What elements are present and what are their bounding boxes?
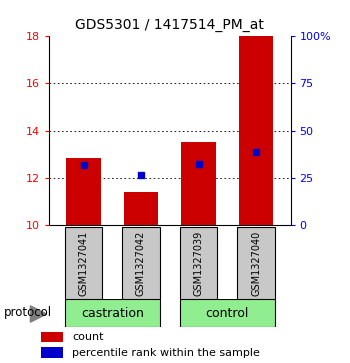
Text: GSM1327041: GSM1327041 xyxy=(78,231,89,296)
Text: GSM1327040: GSM1327040 xyxy=(251,231,261,296)
Text: count: count xyxy=(72,332,104,342)
Bar xyxy=(64,299,160,327)
Text: percentile rank within the sample: percentile rank within the sample xyxy=(72,348,260,358)
Text: GSM1327042: GSM1327042 xyxy=(136,231,146,296)
Polygon shape xyxy=(30,306,47,322)
Bar xyxy=(239,36,273,225)
Text: GSM1327039: GSM1327039 xyxy=(194,231,203,296)
Bar xyxy=(41,347,63,358)
Bar xyxy=(181,143,216,225)
Bar xyxy=(122,227,160,299)
Text: castration: castration xyxy=(81,307,144,319)
Bar xyxy=(124,192,158,225)
Bar xyxy=(237,227,275,299)
Bar xyxy=(180,299,275,327)
Bar xyxy=(66,158,101,225)
Text: control: control xyxy=(205,307,249,319)
Title: GDS5301 / 1417514_PM_at: GDS5301 / 1417514_PM_at xyxy=(75,19,264,33)
Text: protocol: protocol xyxy=(4,306,52,319)
Bar xyxy=(180,227,217,299)
Bar xyxy=(41,332,63,342)
Bar xyxy=(64,227,103,299)
